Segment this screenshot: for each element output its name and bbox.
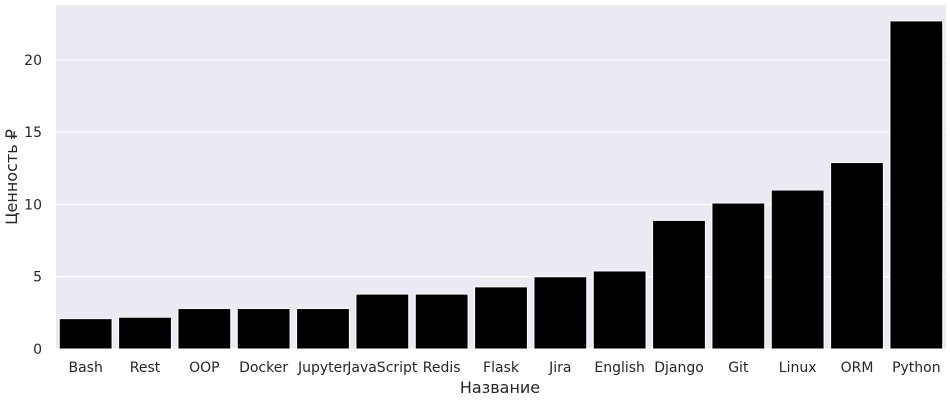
bar-jupyter: [296, 308, 350, 350]
bar-bash: [58, 318, 113, 350]
x-tick-label: Flask: [483, 360, 520, 376]
bar-linux: [770, 189, 825, 350]
y-axis-ticks: 0 5 10 15 20: [24, 53, 42, 358]
y-tick-label: 10: [24, 197, 42, 213]
x-tick-label: Jira: [548, 360, 571, 376]
x-tick-label: Bash: [68, 360, 102, 376]
x-tick-label: Git: [728, 360, 749, 376]
x-tick-label: ORM: [841, 360, 874, 376]
x-tick-label: Linux: [779, 360, 817, 376]
bar-jira: [533, 276, 588, 350]
x-tick-label: JavaScript: [346, 360, 418, 376]
bar-flask: [474, 286, 528, 350]
bar-git: [711, 202, 766, 350]
bars: [58, 20, 944, 350]
bar-english: [592, 270, 647, 350]
x-tick-label: Docker: [239, 360, 288, 376]
x-tick-label: Redis: [423, 360, 461, 376]
x-tick-label: Python: [892, 360, 941, 376]
bar-redis: [414, 293, 469, 350]
x-tick-label: OOP: [189, 360, 219, 376]
x-axis-ticks: Bash Rest OOP Docker Jupyter JavaScript Redis F…: [68, 360, 940, 376]
x-tick-label: English: [594, 360, 645, 376]
x-tick-label: Django: [654, 360, 704, 376]
y-tick-label: 20: [24, 53, 42, 69]
bar-orm: [830, 162, 884, 350]
y-tick-label: 0: [33, 342, 42, 358]
bar-javascript: [355, 293, 410, 350]
x-tick-label: Jupyter: [297, 360, 348, 376]
bar-python: [889, 20, 944, 350]
x-axis-label: Название: [460, 378, 540, 397]
x-tick-label: Rest: [130, 360, 161, 376]
bar-django: [652, 219, 706, 350]
y-axis-label: Ценность ₽: [2, 129, 21, 225]
bar-docker: [236, 308, 291, 350]
y-tick-label: 5: [33, 270, 42, 286]
y-tick-label: 15: [24, 125, 42, 141]
bar-rest: [118, 316, 172, 350]
bar-oop: [177, 308, 232, 350]
